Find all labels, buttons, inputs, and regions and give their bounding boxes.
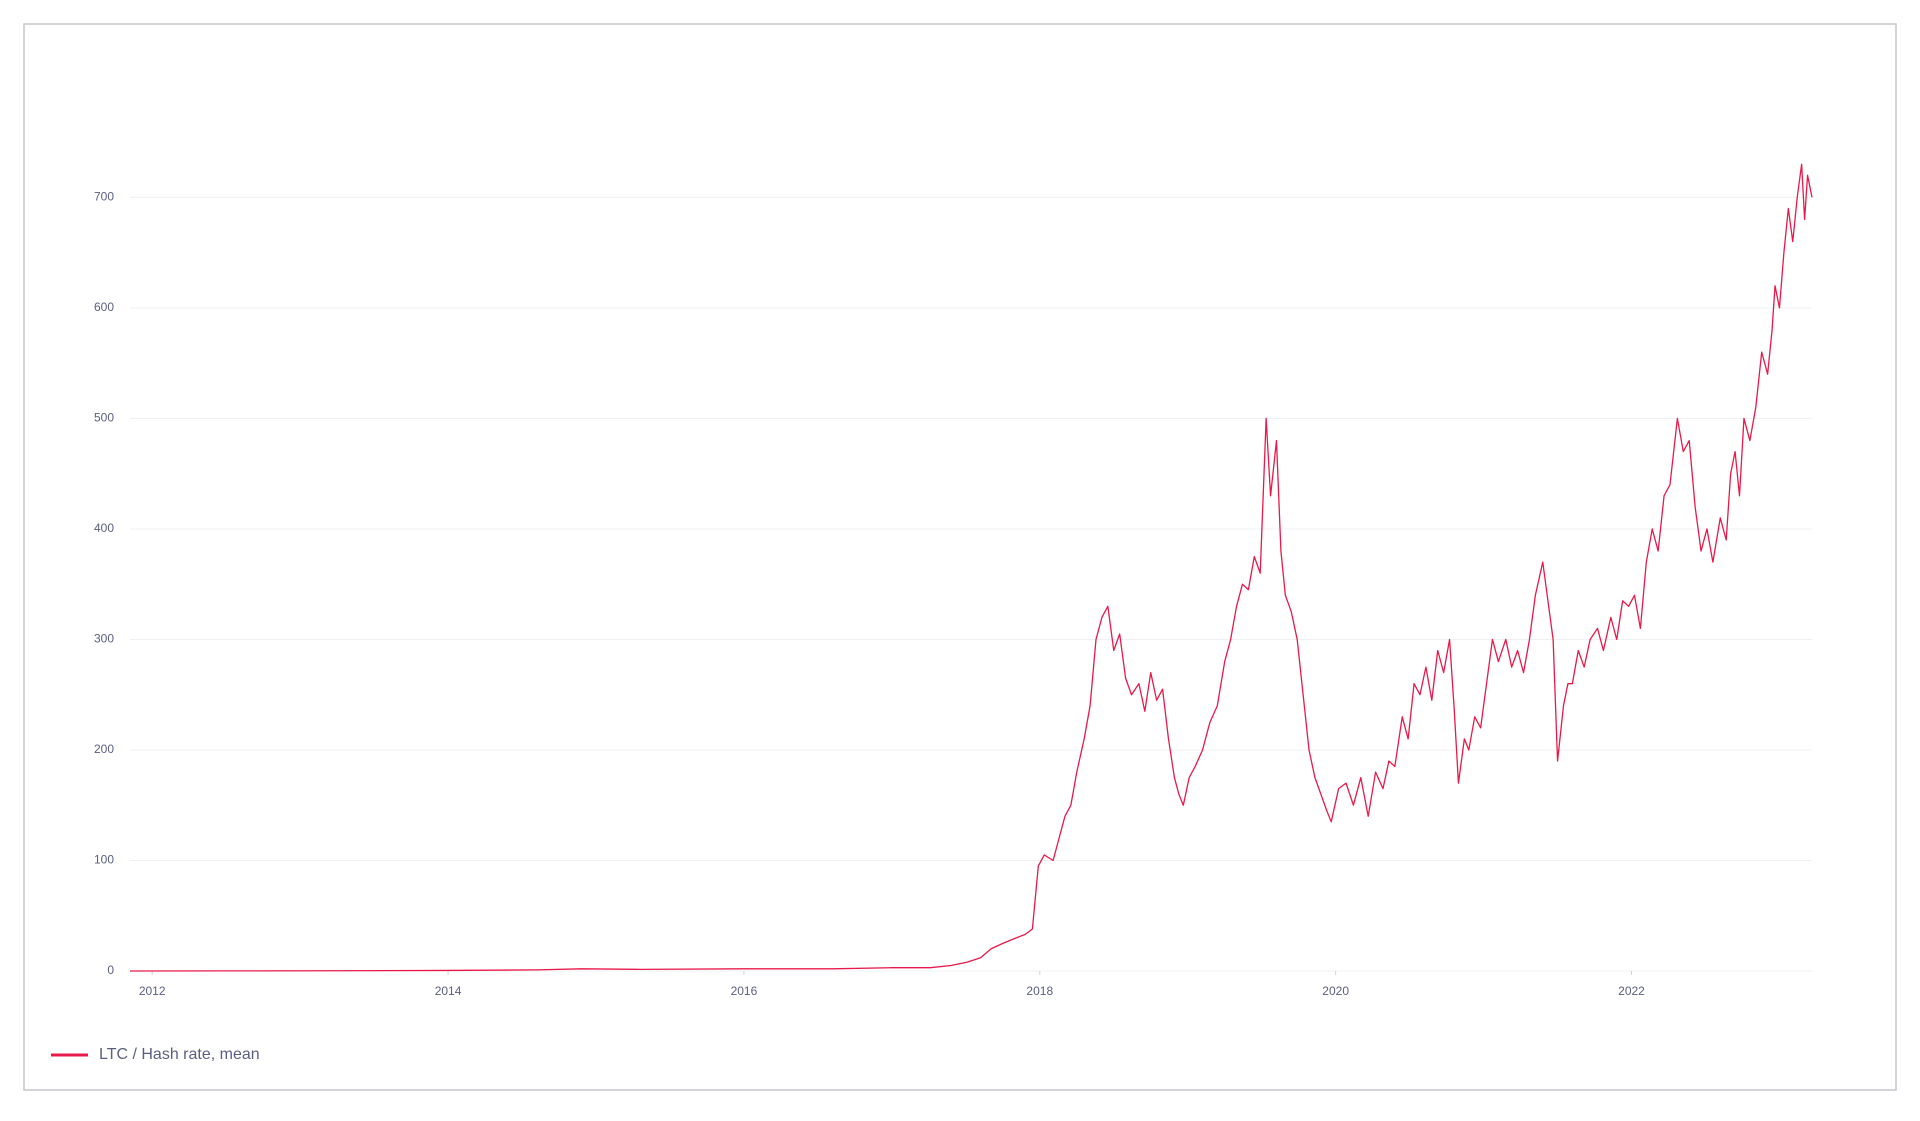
x-tick-label: 2012 [139, 984, 166, 998]
y-tick-label: 200 [94, 742, 114, 756]
y-tick-label: 700 [94, 190, 114, 204]
y-tick-label: 0 [107, 963, 114, 977]
x-tick-label: 2018 [1026, 984, 1053, 998]
y-tick-label: 600 [94, 300, 114, 314]
y-tick-label: 300 [94, 632, 114, 646]
legend-label: LTC / Hash rate, mean [99, 1046, 260, 1063]
data-line [129, 163, 1813, 972]
chart-frame [23, 23, 1897, 1091]
x-tick-label: 2022 [1618, 984, 1645, 998]
y-tick-label: 400 [94, 521, 114, 535]
x-tick-label: 2020 [1322, 984, 1349, 998]
y-tick-label: 100 [94, 853, 114, 867]
x-tick-label: 2014 [435, 984, 462, 998]
y-tick-label: 500 [94, 411, 114, 425]
x-tick-label: 2016 [731, 984, 758, 998]
